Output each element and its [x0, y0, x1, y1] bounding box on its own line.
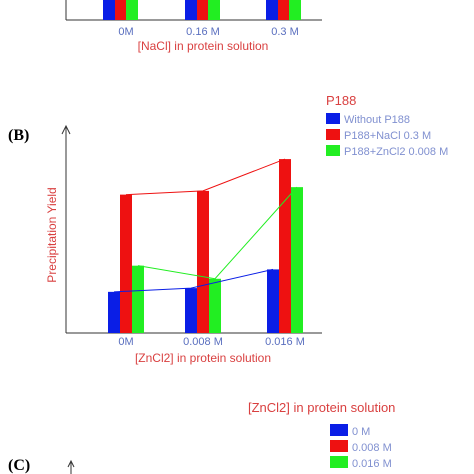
panel-a-tick-1: 0M: [118, 26, 133, 38]
panel-c-legend-swatch-3: [330, 456, 348, 468]
panel-b-ticks: 0M 0.008 M 0.016 M: [118, 336, 305, 348]
panel-a-bar-blue-3: [266, 0, 278, 20]
panel-b-y-axis-arrow: [61, 124, 71, 135]
panel-b-bar-s1-c3: [267, 269, 279, 333]
panel-a-bar-blue-1: [103, 0, 115, 20]
panel-b-y-axis-title: Precipitation Yield: [45, 187, 59, 282]
panel-c-legend-swatch-2: [330, 440, 348, 452]
panel-a-bar-green-2: [208, 0, 220, 20]
panel-a: 0M 0.16 M 0.3 M [NaCl] in protein soluti…: [65, 0, 322, 53]
panel-b-bar-s1-c1: [108, 291, 120, 333]
panel-b-bar-s3-c1: [132, 265, 144, 333]
panel-b-bar-s3-c3: [291, 187, 303, 333]
panel-b-bar-s1-c2: [185, 288, 197, 333]
panel-b-legend-swatch-1: [326, 113, 340, 124]
panel-b-bar-s2-c3: [279, 159, 291, 333]
panel-a-tick-3: 0.3 M: [271, 26, 299, 38]
panel-b-legend-label-3: P188+ZnCl2 0.008 M: [344, 146, 448, 158]
panel-b-legend-title: P188: [326, 93, 356, 108]
panel-b-line-s3: [137, 186, 298, 280]
panel-b-tick-2: 0.008 M: [183, 336, 223, 348]
panel-c-legend: 0 M 0.008 M 0.016 M: [330, 424, 392, 470]
panel-b-legend-swatch-2: [326, 129, 340, 140]
panel-c-legend-swatch-1: [330, 424, 348, 436]
panel-b-tick-3: 0.016 M: [265, 336, 305, 348]
panel-b-bar-s3-c2: [209, 278, 221, 333]
panel-b-bar-s2-c1: [120, 194, 132, 333]
panel-b-tick-1: 0M: [118, 336, 133, 348]
panel-c-legend-label-2: 0.008 M: [352, 442, 392, 454]
panel-a-bar-red-3: [278, 0, 289, 20]
panel-a-bar-red-1: [115, 0, 126, 20]
panel-b-bars: [108, 159, 303, 333]
panel-b-lines: [113, 158, 298, 293]
panel-b-legend-label-2: P188+NaCl 0.3 M: [344, 130, 431, 142]
panel-c-y-axis-arrow: [67, 459, 75, 468]
panel-c: [ZnCl2] in protein solution 0 M 0.008 M 0.…: [8, 400, 395, 474]
panel-b-legend: Without P188 P188+NaCl 0.3 M P188+ZnCl2 0.…: [326, 113, 448, 158]
panel-a-bar-green-3: [289, 0, 301, 20]
panel-a-bar-blue-2: [185, 0, 197, 20]
panel-b-line-s2: [125, 158, 286, 196]
panel-c-legend-label-3: 0.016 M: [352, 458, 392, 470]
panel-c-label: (C): [8, 457, 30, 474]
panel-c-legend-label-1: 0 M: [352, 426, 370, 438]
panel-c-legend-title: [ZnCl2] in protein solution: [248, 400, 395, 415]
panel-b-bar-s2-c2: [197, 190, 209, 333]
panel-b-label: (B): [8, 127, 29, 144]
panel-b-line-s1: [113, 268, 274, 293]
panel-a-bar-red-2: [197, 0, 208, 20]
panel-a-tick-2: 0.16 M: [186, 26, 220, 38]
panel-b-x-axis-title: [ZnCl2] in protein solution: [135, 351, 271, 365]
panel-b-legend-label-1: Without P188: [344, 114, 410, 126]
panel-a-x-axis-title: [NaCl] in protein solution: [138, 39, 269, 53]
panel-b-legend-swatch-3: [326, 145, 340, 156]
panel-a-bar-green-1: [126, 0, 138, 20]
panel-b: (B) P188 Without P188 P188+NaCl 0.3 M P188…: [8, 93, 448, 365]
